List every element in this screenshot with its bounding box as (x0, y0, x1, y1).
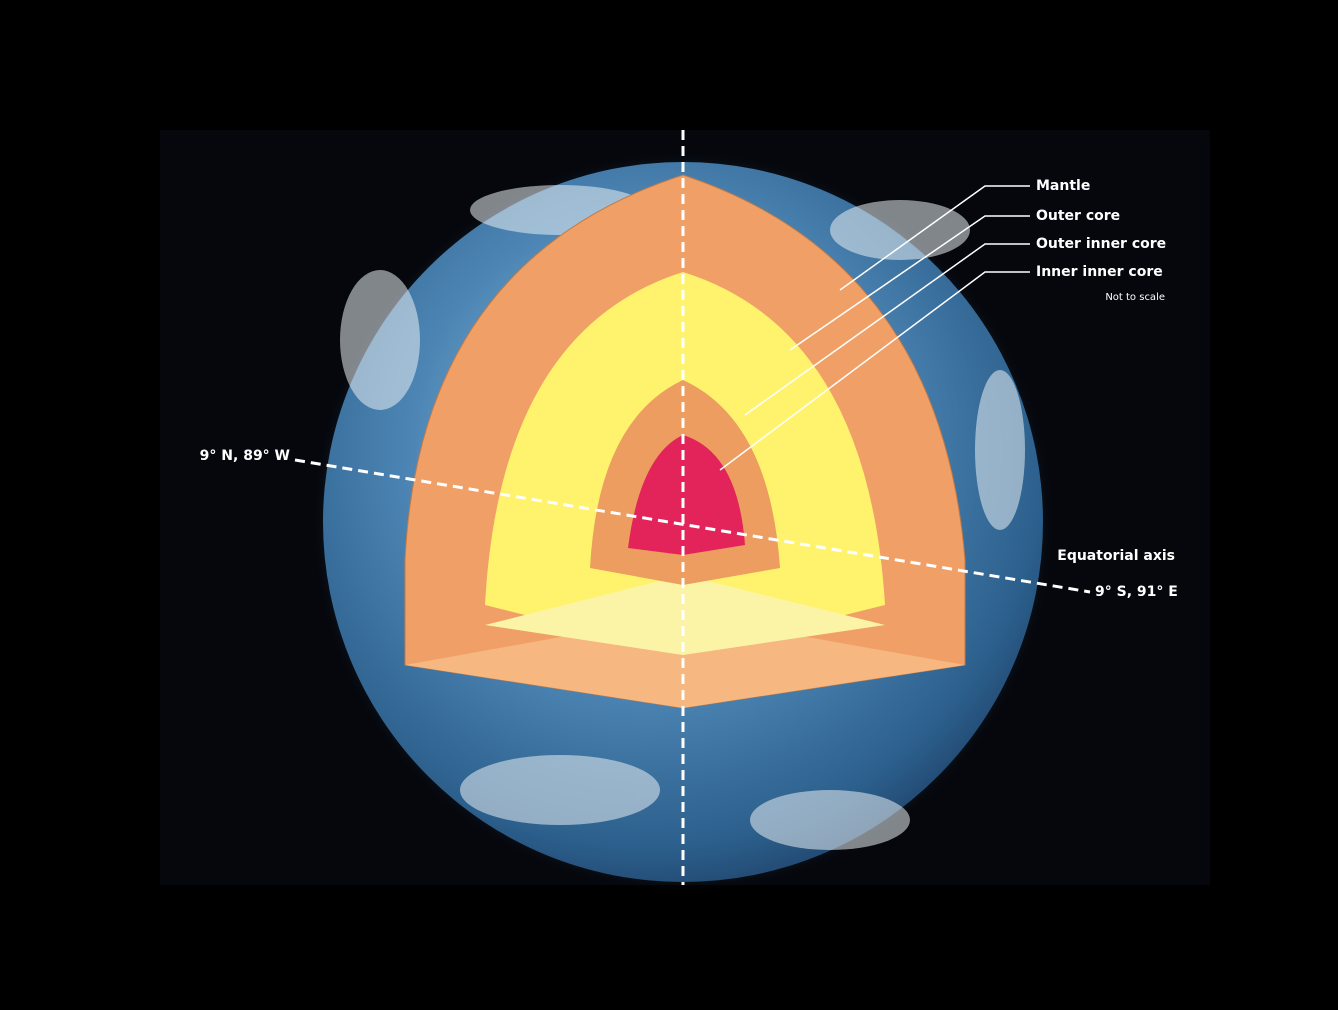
mantle-floor (405, 615, 965, 708)
axis-label: Equatorial axis (1057, 548, 1175, 564)
layer-label: Mantle (1036, 178, 1090, 194)
coordinate-label: 9° N, 89° W (200, 448, 290, 464)
leader-lines (719, 185, 1030, 471)
outer-core-floor (485, 575, 885, 655)
equatorial-axis (294, 458, 1091, 594)
coordinate-label: 9° S, 91° E (1095, 584, 1178, 600)
layer-label: Outer core (1036, 208, 1120, 224)
clouds (340, 185, 1025, 850)
scale-note: Not to scale (1105, 292, 1165, 303)
inner-inner-core (628, 435, 745, 555)
layer-label: Inner inner core (1036, 264, 1163, 280)
layer-label: Outer inner core (1036, 236, 1166, 252)
